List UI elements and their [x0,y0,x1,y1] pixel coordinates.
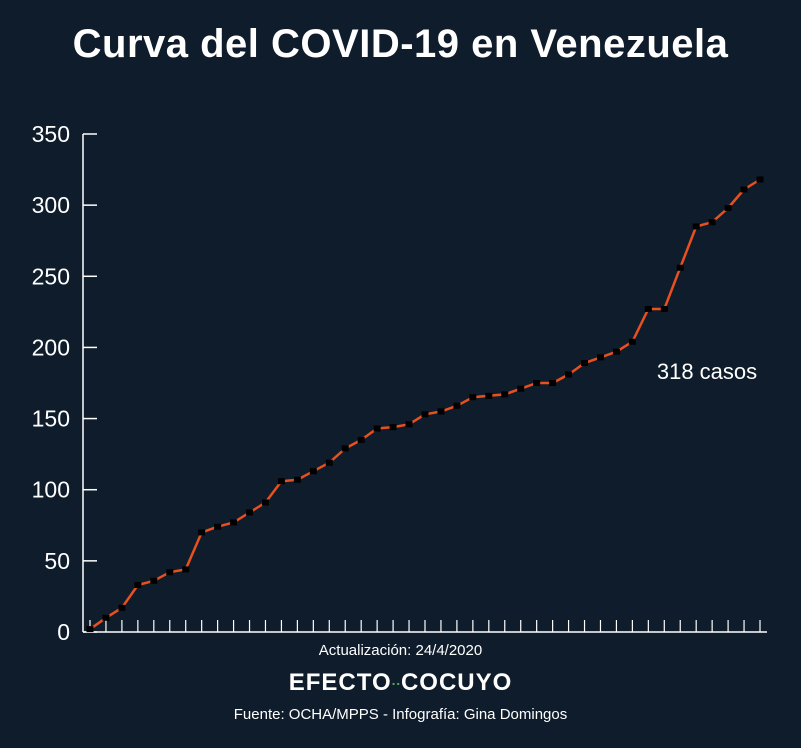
data-point [405,421,413,428]
data-point [309,468,317,475]
data-point [501,391,509,398]
brand-left: EFECTO [288,669,392,696]
brand-logo: EFECTO··COCUYO [0,669,801,697]
data-markers [86,176,764,633]
data-point [214,523,222,530]
data-point [469,394,477,401]
x-axis-ticks [89,620,761,632]
y-axis-ticks: 0 50 100 150 200 250 300 350 [32,121,97,645]
data-point [581,360,589,367]
data-point [421,411,429,418]
data-point [102,614,110,621]
data-point [277,478,285,485]
data-point [485,392,493,399]
data-point [660,306,668,313]
data-point [134,582,142,589]
chart-title: Curva del COVID-19 en Venezuela [72,22,729,66]
data-point [596,354,604,361]
data-point [740,186,748,193]
y-tick-label-300: 300 [32,192,70,218]
data-point [644,306,652,313]
data-point [246,509,254,516]
data-point [166,569,174,576]
brand-separator: ·· [391,675,401,692]
data-point [549,380,557,386]
data-point [692,223,700,230]
data-point [357,436,365,443]
data-point [676,264,684,271]
data-point [150,577,158,584]
data-point [389,424,397,431]
data-point [230,519,238,526]
y-tick-label-0: 0 [57,619,70,645]
data-point [437,408,445,415]
y-tick-label-150: 150 [32,406,70,432]
y-tick-label-100: 100 [32,477,70,503]
y-tick-label-350: 350 [32,121,70,147]
series-line [89,178,761,631]
data-point [293,476,301,483]
data-point [565,371,573,378]
series-cases [89,178,761,631]
data-point [517,385,525,392]
data-point [708,219,716,226]
annotation-total-cases: 318 casos [657,359,757,384]
data-point [756,176,764,183]
y-tick-label-50: 50 [44,548,70,574]
y-tick-label-200: 200 [32,334,70,360]
data-point [533,380,541,386]
update-date: Actualización: 24/4/2020 [318,642,483,659]
data-point [373,425,381,432]
data-point [118,604,126,611]
data-point [724,204,732,211]
data-point [198,529,206,536]
data-point [612,348,620,355]
data-point [341,445,349,452]
data-point [182,566,190,573]
data-point [86,626,94,633]
data-point [628,338,636,345]
source-credit: Fuente: OCHA/MPPS - Infografía: Gina Dom… [233,706,568,723]
y-tick-label-250: 250 [32,263,70,289]
data-point [453,402,461,409]
brand-right: COCUYO [400,669,513,696]
data-point [261,499,269,506]
data-point [325,459,333,466]
